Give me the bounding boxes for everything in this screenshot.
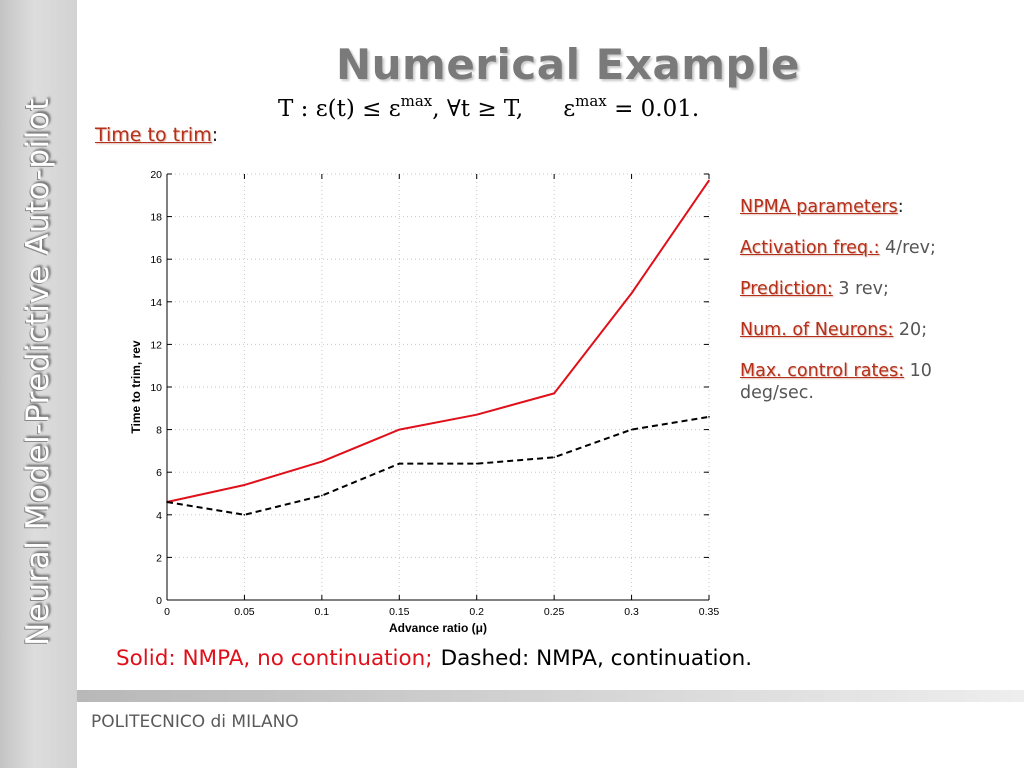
formula-sup-1: max [400,92,433,110]
series-dashed-point [398,462,401,465]
x-tick-label: 0.35 [699,606,720,618]
x-tick-label: 0.15 [389,606,410,618]
formula-rhs-end: = 0.01. [606,96,700,122]
series-dashed-point [475,462,478,465]
series-solid-point [708,179,710,182]
legend-note: Solid: NMPA, no continuation; Dashed: NMP… [116,646,752,671]
param-neurons-label: Num. of Neurons: [740,320,894,340]
series-dashed-point [243,514,246,516]
formula-lhs: T : ε(t) ≤ ε [278,96,401,122]
y-tick-label: 20 [150,169,162,181]
subtitle: Time to trim: [95,124,218,146]
y-tick-label: 14 [150,297,162,309]
chart-axes [166,173,710,601]
formula-rhs: ε [563,96,576,122]
x-tick-label: 0.25 [544,606,565,618]
x-tick-label: 0.2 [469,606,484,618]
footer-bar [77,690,1024,702]
y-axis-label: Time to trim, rev [129,340,143,433]
sidebar: Neural Model-Predictive Auto-pilot [0,0,77,768]
formula-sup-2: max [575,92,607,110]
param-prediction-label: Prediction: [740,279,833,299]
x-tick-label: 0 [164,606,170,618]
footer-area [77,702,1024,768]
y-tick-label: 18 [150,212,162,224]
legend-solid: Solid: NMPA, no continuation; [116,646,433,671]
legend-dashed: Dashed: NMPA, continuation. [440,646,753,671]
y-tick-label: 2 [156,552,162,564]
chart-grid [166,173,710,601]
param-activation-label: Activation freq.: [740,238,880,258]
y-tick-label: 8 [156,425,162,437]
subtitle-colon: : [211,124,219,146]
param-rates-label: Max. control rates: [740,361,905,381]
series-dashed-point [630,428,633,431]
series-dashed-point [321,494,323,497]
param-rates: Max. control rates: 10 deg/sec. [740,360,1010,404]
series-dashed-point [708,416,710,418]
plot-area [167,174,709,600]
footer-institution: POLITECNICO di MILANO [91,712,299,732]
y-tick-label: 16 [150,254,162,266]
series-dashed-line [166,415,710,516]
chart-ticks: 0 0.05 0.1 0.15 0.2 0.25 0.3 0.35 0 2 4 6 8 10 12 14 16 1… [150,169,719,618]
series-solid-point [243,484,246,486]
y-tick-label: 4 [156,510,162,522]
y-tick-label: 10 [150,382,162,394]
y-tick-label: 12 [150,339,162,351]
param-prediction-value: 3 rev; [832,279,889,299]
series-dashed-point [553,456,555,459]
x-axis-label: Advance ratio (μ) [389,621,487,635]
param-rates-value: 10 deg/sec. [740,361,932,403]
npma-parameters: NPMA parameters: Activation freq.: 4/rev… [740,196,1010,423]
series-solid-point [630,292,633,295]
param-neurons-value: 20; [893,320,928,340]
slide-title: Numerical Example [336,40,800,89]
params-header-line: NPMA parameters: [740,196,1010,218]
series-solid-point [475,413,478,416]
params-header-colon: : [897,197,904,217]
param-prediction: Prediction: 3 rev; [740,278,1010,300]
x-tick-label: 0.1 [315,606,330,618]
formula: T : ε(t) ≤ εmax, ∀t ≥ T, εmax = 0.01. [278,92,699,122]
series-solid-point [321,460,323,463]
x-tick-label: 0.05 [234,606,255,618]
y-tick-label: 6 [156,467,162,479]
y-tick-label: 0 [156,595,162,607]
param-activation-value: 4/rev; [879,238,936,258]
series-solid-point [398,428,401,431]
subtitle-text: Time to trim [95,124,212,146]
params-header: NPMA parameters [740,197,898,217]
x-tick-label: 0.3 [624,606,639,618]
series-solid-line [166,179,710,503]
param-activation: Activation freq.: 4/rev; [740,237,1010,259]
series-solid-point [553,392,555,395]
formula-mid: , ∀t ≥ T, [432,96,524,122]
param-neurons: Num. of Neurons: 20; [740,319,1010,341]
chart-series [166,179,710,516]
